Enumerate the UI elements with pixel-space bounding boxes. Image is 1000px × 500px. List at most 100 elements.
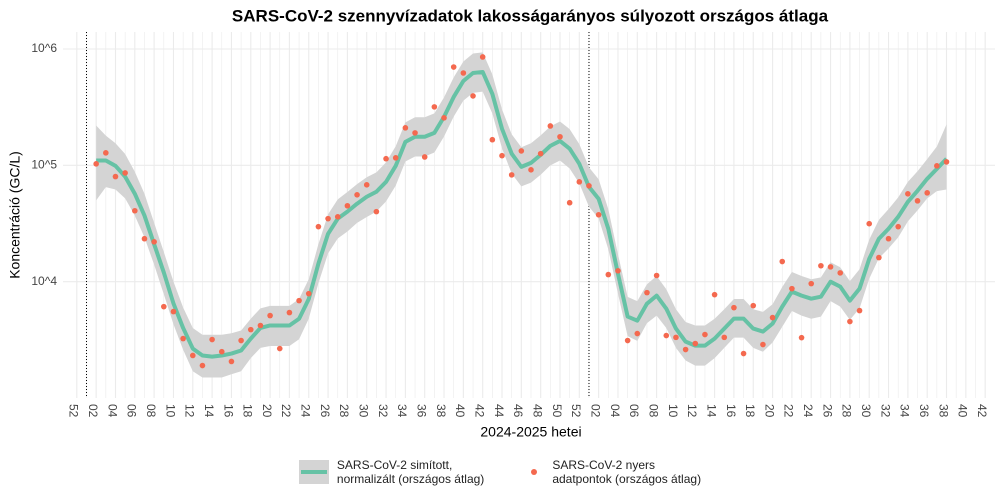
data-point: [421, 154, 428, 160]
legend-item: SARS-CoV-2 simított, normalizált (ország…: [298, 458, 484, 486]
data-point: [924, 190, 930, 196]
x-tick-label: 42: [975, 404, 989, 418]
x-tick-label: 52: [67, 404, 81, 418]
data-point: [431, 104, 438, 110]
data-point: [731, 304, 737, 311]
data-point: [247, 326, 254, 333]
data-point: [905, 191, 911, 197]
data-point: [557, 133, 563, 140]
x-tick-label: 24: [801, 404, 815, 418]
data-point: [499, 152, 505, 159]
x-tick-label: 16: [724, 404, 738, 418]
legend-label: SARS-CoV-2 nyers adatpontok (országos át…: [552, 458, 702, 486]
data-point: [180, 335, 186, 342]
y-tick-label: 10^5: [31, 158, 57, 172]
data-point: [122, 170, 128, 176]
data-point: [508, 172, 515, 178]
data-point: [711, 291, 718, 298]
data-point: [189, 352, 196, 359]
x-tick-label: 22: [279, 404, 293, 418]
data-point: [856, 307, 863, 314]
data-point: [818, 262, 824, 269]
data-point: [325, 215, 331, 222]
x-tick-label: 20: [762, 404, 776, 418]
data-point: [267, 312, 273, 319]
chart-title: SARS-CoV-2 szennyvízadatok lakosságarány…: [232, 6, 829, 25]
x-tick-label: 04: [105, 404, 119, 418]
data-point: [934, 163, 940, 169]
legend-swatch: [531, 469, 538, 475]
data-point: [199, 362, 206, 369]
x-tick-label: 12: [685, 404, 699, 418]
x-tick-label: 34: [898, 404, 912, 418]
data-point: [161, 303, 167, 310]
data-point: [460, 70, 467, 76]
data-point: [141, 235, 148, 242]
x-tick-label: 42: [473, 404, 487, 418]
x-tick-label: 14: [704, 404, 718, 418]
x-tick-label: 04: [608, 404, 622, 418]
y-tick-label: 10^6: [31, 41, 57, 55]
legend-swatch: [298, 460, 329, 484]
x-tick-label: 12: [183, 404, 197, 418]
x-tick-label: 28: [840, 404, 854, 418]
x-tick-label: 14: [202, 404, 216, 418]
x-tick-label: 06: [125, 404, 139, 418]
data-point: [392, 155, 399, 161]
data-point: [760, 341, 766, 348]
data-point: [798, 334, 805, 341]
data-point: [624, 337, 631, 344]
data-point: [470, 93, 476, 99]
data-point: [441, 115, 447, 121]
data-point: [479, 54, 486, 60]
data-point: [315, 223, 322, 230]
x-tick-label: 44: [492, 404, 506, 418]
data-point: [518, 148, 525, 154]
data-point: [634, 330, 641, 337]
data-point: [789, 285, 795, 292]
x-tick-label: 16: [221, 404, 235, 418]
data-point: [209, 336, 215, 343]
x-tick-label: 46: [511, 404, 525, 418]
x-tick-label: 38: [434, 404, 448, 418]
data-point: [363, 182, 370, 188]
chart: SARS-CoV-2 szennyvízadatok lakosságarány…: [7, 6, 995, 440]
data-point: [151, 239, 157, 245]
legend-item: SARS-CoV-2 nyers adatpontok (országos át…: [524, 458, 701, 486]
data-point: [257, 322, 264, 329]
data-point: [673, 334, 679, 341]
data-point: [402, 125, 409, 131]
data-point: [644, 289, 650, 296]
data-point: [334, 214, 341, 220]
y-axis-label: Koncentráció (GC/L): [7, 151, 23, 279]
x-tick-label: 30: [357, 404, 371, 418]
data-point: [276, 345, 283, 352]
data-point: [566, 199, 573, 206]
x-tick-label: 36: [415, 404, 429, 418]
data-point: [344, 202, 351, 209]
data-point: [93, 161, 99, 167]
smoothed-line: [96, 69, 948, 359]
x-tick-label: 34: [395, 404, 409, 418]
data-point: [876, 254, 882, 261]
data-point: [914, 198, 921, 204]
legend: SARS-CoV-2 simított, normalizált (ország…: [0, 458, 1000, 486]
data-point: [769, 314, 776, 321]
x-tick-label: 22: [782, 404, 796, 418]
x-tick-label: 08: [646, 404, 660, 418]
data-point: [112, 173, 119, 180]
data-point: [895, 223, 901, 230]
data-point: [837, 270, 844, 276]
data-point: [537, 150, 544, 157]
data-point: [653, 272, 660, 279]
x-tick-label: 40: [453, 404, 467, 418]
data-point: [170, 308, 177, 315]
data-point: [547, 123, 554, 129]
data-point: [132, 207, 138, 214]
x-tick-label: 06: [627, 404, 641, 418]
data-point: [721, 334, 728, 341]
data-point: [218, 348, 225, 355]
x-tick-label: 02: [86, 404, 100, 418]
data-point: [450, 64, 457, 70]
